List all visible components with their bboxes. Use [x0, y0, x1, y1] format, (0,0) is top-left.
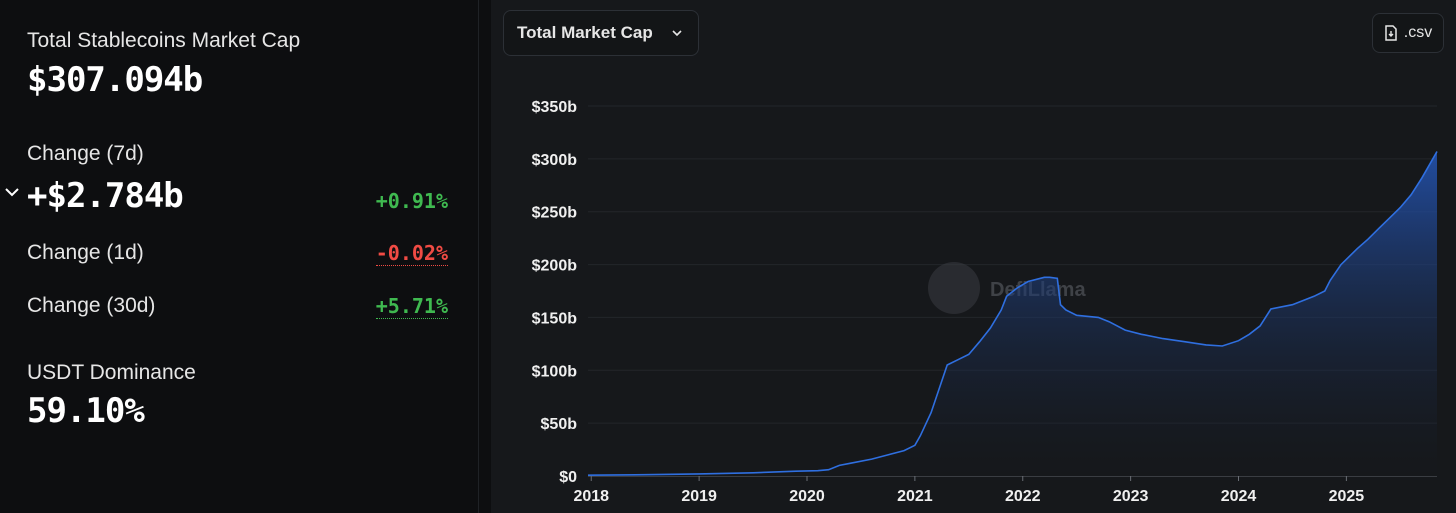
metric-dropdown[interactable]: Total Market Cap — [503, 10, 699, 56]
change-30d-pct: +5.71% — [375, 294, 448, 319]
total-mcap-label: Total Stablecoins Market Cap — [27, 29, 301, 52]
y-tick-label: $300b — [532, 152, 578, 169]
file-download-icon — [1385, 25, 1397, 41]
total-mcap-value: $307.094b — [27, 60, 203, 100]
chart-panel: Total Market Cap .csv DefiLlama $0$50b$1… — [491, 0, 1456, 513]
x-tick-label: 2021 — [897, 488, 933, 505]
chevron-down-icon — [672, 30, 682, 37]
x-tick-label: 2020 — [789, 488, 825, 505]
market-cap-area — [588, 151, 1437, 476]
usdt-dominance-value: 59.10% — [27, 391, 145, 431]
x-tick-label: 2018 — [573, 488, 609, 505]
y-axis: $0 $50b $100b $150b $200b $250b $300b $350b — [532, 99, 578, 486]
market-cap-chart: DefiLlama $0$50b$100b$150b$200b$250b$300… — [532, 99, 1438, 505]
stats-panel: Total Stablecoins Market Cap $307.094b C… — [0, 0, 479, 513]
y-tick-label: $50b — [541, 416, 578, 433]
x-tick-label: 2019 — [681, 488, 717, 505]
y-tick-label: $150b — [532, 310, 578, 327]
csv-label: .csv — [1403, 24, 1433, 41]
change-7d-label: Change (7d) — [27, 142, 144, 165]
y-tick-label: $100b — [532, 363, 578, 380]
y-tick-label: $200b — [532, 258, 578, 275]
change-1d-label: Change (1d) — [27, 241, 144, 264]
y-tick-label: $350b — [532, 99, 578, 116]
x-tick-label: 2025 — [1329, 488, 1365, 505]
market-cap-line — [587, 151, 1438, 476]
y-tick-label: $0 — [559, 469, 577, 486]
llama-logo-icon — [928, 262, 980, 314]
chevron-down-icon[interactable] — [4, 184, 20, 200]
usdt-dominance-label: USDT Dominance — [27, 361, 196, 384]
change-1d-pct: -0.02% — [375, 241, 448, 266]
x-tick-label: 2023 — [1113, 488, 1149, 505]
y-tick-label: $250b — [532, 205, 578, 222]
change-7d-pct: +0.91% — [375, 189, 448, 213]
csv-download-button[interactable]: .csv — [1372, 13, 1444, 53]
metric-dropdown-label: Total Market Cap — [517, 23, 653, 42]
change-30d-label: Change (30d) — [27, 294, 156, 317]
change-7d-value: +$2.784b — [27, 176, 184, 216]
x-tick-label: 2022 — [1005, 488, 1041, 505]
x-tick-label: 2024 — [1221, 488, 1257, 505]
x-axis: 2018 2019 2020 2021 2022 2023 2024 2025 — [573, 476, 1437, 505]
